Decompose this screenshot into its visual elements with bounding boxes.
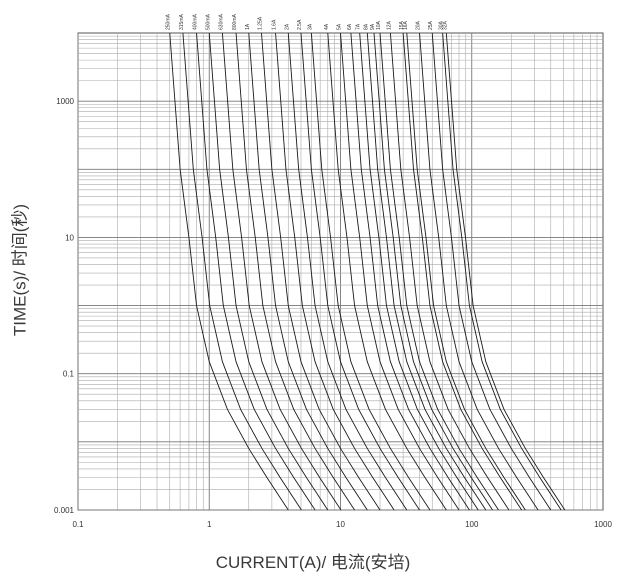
x-tick-label: 10	[336, 520, 345, 529]
series-label: 315mA	[179, 13, 185, 30]
fuse-curve	[300, 32, 420, 511]
fuse-curve	[287, 32, 408, 511]
y-axis-title: TIME(s)/ 时间(秒)	[10, 203, 30, 337]
fuse-curve	[402, 32, 523, 511]
fuse-curve	[419, 32, 539, 511]
fuse-curve	[196, 32, 316, 511]
fuse-curve	[221, 32, 342, 511]
fuse-curve	[310, 32, 431, 511]
series-label: 250mA	[166, 13, 172, 30]
series-label: 400mA	[193, 13, 199, 30]
series-label: 12A	[386, 20, 392, 30]
series-label: 7A	[356, 23, 362, 30]
fuse-curve	[359, 32, 479, 511]
fuse-curve	[208, 32, 329, 511]
fuse-curve	[169, 32, 289, 511]
x-tick-label: 1000	[594, 520, 612, 529]
fuse-curve	[248, 32, 368, 511]
fuse-curve	[406, 32, 526, 511]
fuse-curve	[379, 32, 499, 511]
series-label: 3A	[307, 23, 313, 30]
series-label: 1A	[245, 23, 251, 30]
fuse-curve	[389, 32, 510, 511]
fuse-curve	[350, 32, 470, 511]
curves	[169, 32, 566, 511]
y-tick-label: 10	[65, 233, 74, 242]
y-tick-label: 0.1	[63, 370, 75, 379]
tick-labels: 0.1 1 10 100 1000 0.001 0.1 10 1000	[54, 97, 612, 529]
series-label: 630mA	[218, 13, 224, 30]
series-label: 30A	[439, 20, 445, 30]
series-label: 5A	[337, 23, 343, 30]
series-label: 25A	[428, 20, 434, 30]
series-label: 32A	[442, 20, 448, 30]
fuse-curve	[340, 32, 460, 511]
x-tick-label: 0.1	[72, 520, 84, 529]
x-axis-title: CURRENT(A)/ 电流(安培)	[215, 553, 411, 572]
series-label: 16A	[403, 20, 409, 30]
grid	[77, 32, 604, 511]
y-tick-label: 1000	[56, 97, 74, 106]
series-label: 800mA	[232, 13, 238, 30]
series-label: 9A	[370, 23, 376, 30]
fuse-curve	[235, 32, 355, 511]
fuse-curve	[327, 32, 447, 511]
fuse-curve	[275, 32, 395, 511]
series-label: 20A	[416, 20, 422, 30]
series-label: 500mA	[205, 13, 211, 30]
x-tick-label: 100	[465, 520, 479, 529]
series-label: 2A	[284, 23, 290, 30]
series-label: 1.25A	[257, 16, 263, 30]
series-label: 8A	[363, 23, 369, 30]
fuse-curve	[182, 32, 302, 511]
series-label: 2.5A	[297, 19, 303, 30]
fuse-curve	[366, 32, 487, 511]
x-tick-label: 1	[207, 520, 212, 529]
series-label: 1.6A	[272, 19, 278, 30]
y-tick-label: 0.001	[54, 506, 75, 515]
series-label: 4A	[324, 23, 330, 30]
series-label: 10A	[376, 20, 382, 30]
fuse-curve	[445, 32, 566, 511]
fuse-curve	[373, 32, 493, 511]
fuse-curve	[261, 32, 381, 511]
series-label: 6A	[347, 23, 353, 30]
series-labels: 250mA 315mA 400mA 500mA 630mA 800mA 1A 1.25A 1.6…	[166, 13, 449, 30]
fuse-curve	[431, 32, 552, 511]
fuse-curve	[442, 32, 562, 511]
series-label: 15A	[399, 20, 405, 30]
